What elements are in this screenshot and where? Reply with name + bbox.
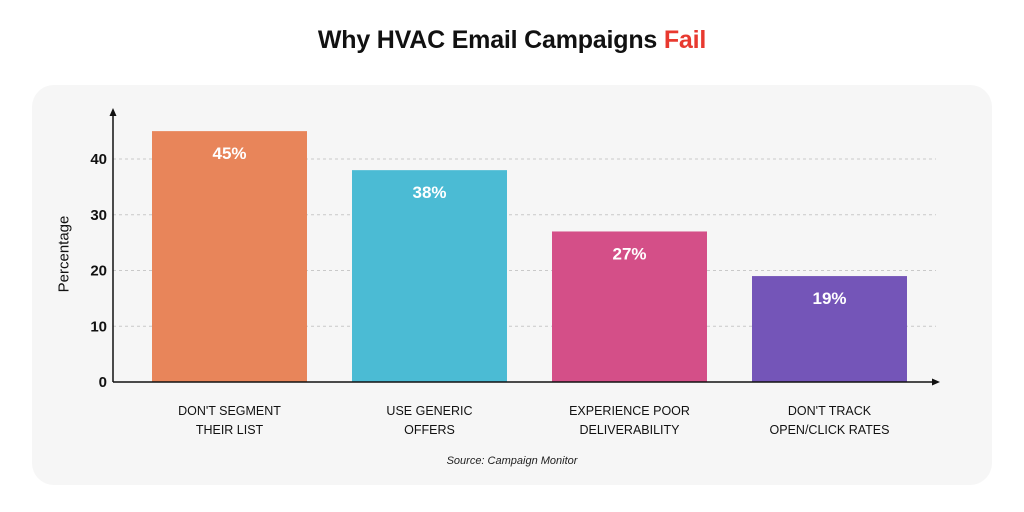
- y-tick-label: 0: [99, 374, 107, 391]
- chart-title-main: Why HVAC Email Campaigns: [317, 26, 658, 54]
- y-tick-label: 10: [90, 318, 107, 335]
- x-tick-label: DON'T SEGMENT THEIR LIST: [178, 404, 281, 437]
- y-tick-label: 30: [90, 207, 107, 224]
- chart-title: Why HVAC Email Campaigns Fail: [0, 26, 1024, 55]
- bar-data-label: 19%: [812, 289, 846, 308]
- x-tick-label: DON'T TRACK OPEN/CLICK RATES: [769, 404, 890, 437]
- source-note: Source: Campaign Monitor: [446, 455, 578, 467]
- bar-data-label: 45%: [212, 144, 246, 163]
- y-tick-label: 20: [90, 263, 107, 280]
- bar-data-label: 38%: [412, 183, 446, 202]
- y-axis-arrow-icon: [109, 108, 117, 116]
- bar-data-label: 27%: [612, 244, 646, 263]
- bar: [352, 170, 507, 382]
- x-tick-label: EXPERIENCE POOR DELIVERABILITY: [569, 404, 690, 437]
- y-tick-label: 40: [90, 151, 107, 168]
- bar: [152, 131, 307, 382]
- x-tick-label: USE GENERIC OFFERS: [386, 404, 473, 437]
- bar: [752, 276, 907, 382]
- bar: [552, 231, 707, 382]
- x-axis-arrow-icon: [932, 378, 940, 386]
- chart-title-accent: Fail: [663, 26, 707, 54]
